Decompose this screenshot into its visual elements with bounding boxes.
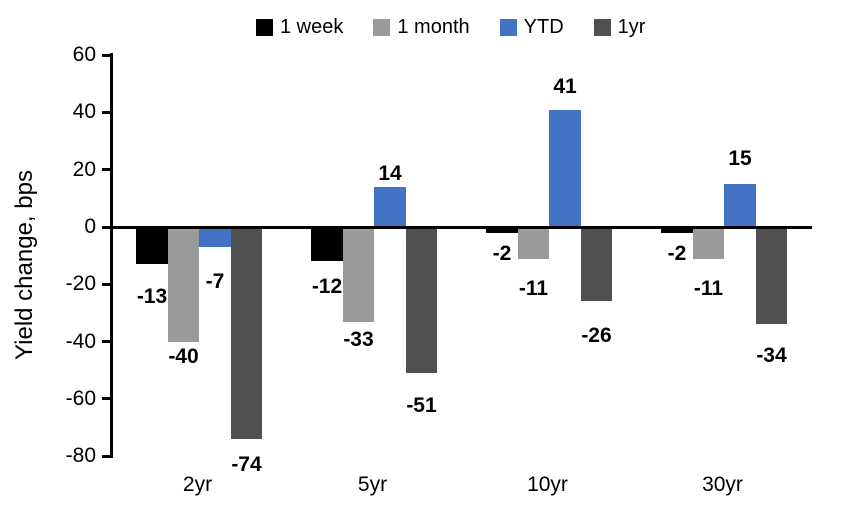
bar-value-label: -11 <box>518 276 549 300</box>
y-tick-label: -20 <box>65 272 96 296</box>
y-tick-mark <box>102 110 110 114</box>
bar-value-label: 14 <box>378 161 402 185</box>
bar-1-week-10yr <box>486 227 518 233</box>
legend-label: 1 week <box>280 16 344 38</box>
bar-1-month-2yr <box>167 227 200 342</box>
y-tick-mark <box>102 53 110 57</box>
bar-1-month-5yr <box>342 227 375 322</box>
bar-value-label: -74 <box>231 452 262 476</box>
y-tick-mark <box>102 454 110 458</box>
bar-1-week-2yr <box>136 227 168 265</box>
bar-1yr-30yr <box>755 227 788 325</box>
y-tick-mark <box>102 340 110 344</box>
bar-1yr-2yr <box>230 227 263 439</box>
bar-1-week-30yr <box>661 227 693 233</box>
bar-1-month-30yr <box>692 227 725 259</box>
bar-1yr-10yr <box>580 227 613 302</box>
bar-1-month-10yr <box>517 227 550 259</box>
y-tick-label: 0 <box>84 215 96 238</box>
y-tick-label: 60 <box>72 43 96 67</box>
x-category-label-5yr: 5yr <box>357 473 388 496</box>
y-tick-label: 20 <box>72 157 96 181</box>
x-category-label-10yr: 10yr <box>527 473 568 496</box>
legend-label: 1yr <box>617 16 646 38</box>
bar-ytd-2yr <box>199 227 231 248</box>
bar-value-label: -2 <box>667 241 687 265</box>
legend-item-1-week: 1 week <box>256 16 343 38</box>
bar-value-label: -13 <box>136 285 168 309</box>
legend-item-1-month: 1 month <box>373 16 470 38</box>
legend-item-1yr: 1yr <box>593 16 646 38</box>
legend-marker-1-week-icon <box>256 18 273 36</box>
bar-value-label: 15 <box>728 147 752 171</box>
bar-ytd-5yr <box>374 186 406 227</box>
bar-ytd-10yr <box>549 109 581 227</box>
y-tick-mark <box>102 225 110 229</box>
bar-value-label: -11 <box>693 276 724 300</box>
bar-value-label: 41 <box>553 74 577 98</box>
x-axis-zero-line <box>110 225 812 229</box>
legend-marker-ytd-icon <box>499 18 517 36</box>
y-axis-line <box>110 53 113 458</box>
y-tick-mark <box>102 282 110 286</box>
bar-value-label: -51 <box>406 394 437 418</box>
y-tick-label: -80 <box>65 444 96 468</box>
y-tick-label: 40 <box>72 100 96 124</box>
bar-value-label: -34 <box>756 344 787 368</box>
bar-value-label: -7 <box>205 270 225 294</box>
x-category-label-2yr: 2yr <box>182 473 213 496</box>
x-category-label-30yr: 30yr <box>702 473 743 496</box>
legend-marker-1yr-icon <box>593 18 611 36</box>
bar-value-label: -12 <box>311 275 343 299</box>
bar-value-label: -40 <box>168 344 199 368</box>
legend-label: 1 month <box>397 16 470 38</box>
y-tick-label: -40 <box>65 329 96 353</box>
bar-1yr-5yr <box>405 227 438 374</box>
y-tick-mark <box>102 397 110 401</box>
bar-ytd-30yr <box>724 184 756 227</box>
legend-item-ytd: YTD <box>499 16 564 38</box>
bar-1-week-5yr <box>311 227 343 262</box>
bar-value-label: -26 <box>581 324 612 348</box>
bar-value-label: -2 <box>492 241 512 265</box>
y-tick-label: -60 <box>65 386 96 410</box>
bar-value-label: -33 <box>343 327 374 351</box>
y-tick-mark <box>102 168 110 172</box>
legend-marker-1-month-icon <box>373 18 391 36</box>
chart-legend: 1 week 1 month YTD 1yr <box>256 10 645 44</box>
legend-label: YTD <box>523 16 564 38</box>
